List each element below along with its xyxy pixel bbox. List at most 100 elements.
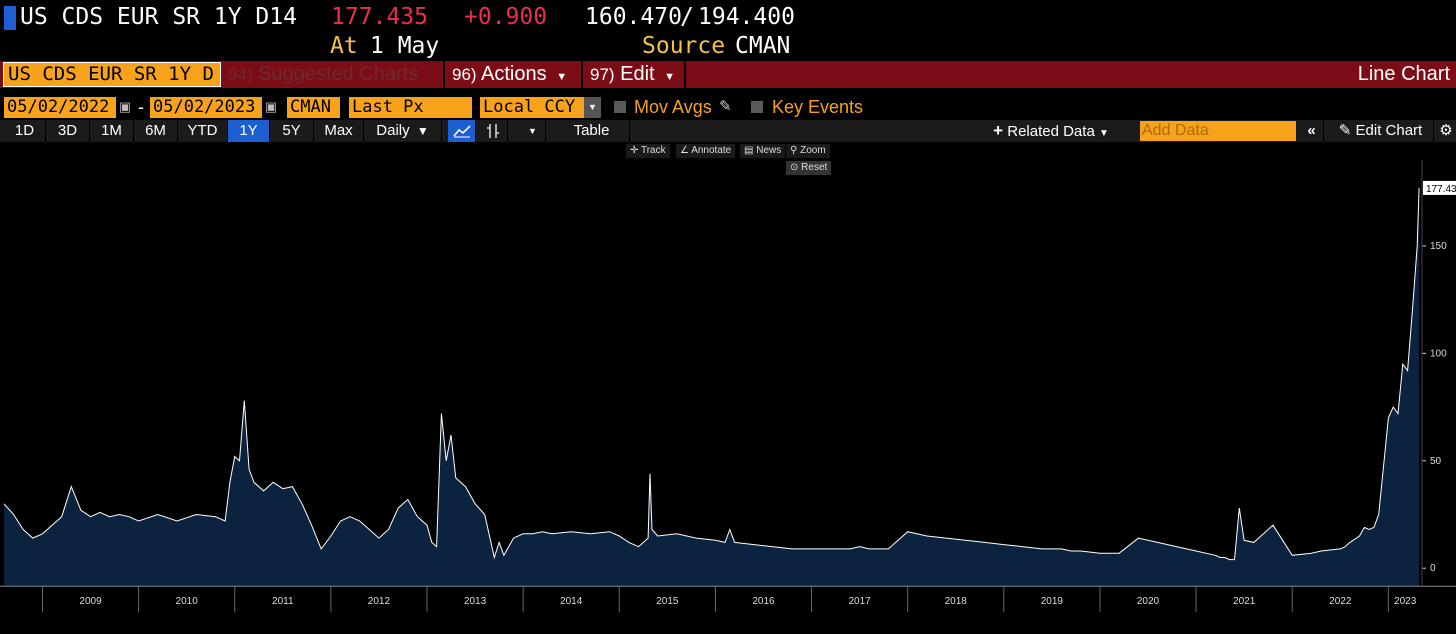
x-tick-label: 2012 <box>368 596 391 607</box>
actions-number: 96) <box>452 65 477 84</box>
price-field-select[interactable]: Last Px <box>349 97 472 118</box>
period-button-6m[interactable]: 6M <box>134 120 178 142</box>
y-tick-label: 50 <box>1430 456 1442 467</box>
line-chart-icon[interactable] <box>448 120 476 142</box>
x-axis: 2009 2010 2011 2012 2013 2014 2015 2016 2017 2018… <box>0 585 1456 613</box>
add-data-placeholder: Add Data <box>1142 122 1209 139</box>
period-toolbar: 1D 3D 1M 6M YTD 1Y 5Y Max Daily ▼ ▼ Tabl… <box>0 120 1456 142</box>
x-tick-label: 2010 <box>176 596 199 607</box>
source-value: CMAN <box>735 33 791 59</box>
period-button-max[interactable]: Max <box>314 120 364 142</box>
y-tick-label: 150 <box>1430 241 1447 252</box>
collapse-icon[interactable]: « <box>1300 120 1324 142</box>
related-data-label: Related Data <box>1007 123 1095 140</box>
x-tick-label: 2009 <box>79 596 102 607</box>
settings-toolbar: 05/02/2022 ▣ - 05/02/2023 ▣ CMAN Last Px… <box>0 94 1456 120</box>
track-button[interactable]: ✛ Track <box>626 144 670 158</box>
toolbar-divider <box>581 61 583 88</box>
date-dash: - <box>138 97 144 117</box>
annotate-pencil-icon: ∠ <box>680 145 692 156</box>
y-tick-label: 100 <box>1430 348 1447 359</box>
reset-icon: ⊙ <box>790 162 802 173</box>
x-tick-label: 2021 <box>1233 596 1256 607</box>
x-tick-label: 2018 <box>945 596 968 607</box>
source-field[interactable]: CMAN <box>287 97 340 118</box>
x-tick-label: 2013 <box>464 596 487 607</box>
toolbar-divider <box>443 61 445 88</box>
last-value-text: 177.435 <box>1426 184 1456 195</box>
period-button-3d[interactable]: 3D <box>46 120 90 142</box>
news-icon: ▤ <box>744 145 757 156</box>
add-data-input[interactable]: Add Data <box>1140 121 1296 141</box>
suggested-number: 94) <box>228 65 253 84</box>
news-button[interactable]: ▤ News <box>740 144 786 158</box>
edit-label: Edit <box>620 63 655 85</box>
table-button[interactable]: Table <box>554 120 630 142</box>
calendar-icon[interactable]: ▣ <box>264 99 278 114</box>
y-tick-label: 0 <box>1430 563 1436 574</box>
annotate-label: Annotate <box>691 145 732 156</box>
period-button-1d[interactable]: 1D <box>4 120 46 142</box>
range-high: 194.400 <box>698 4 795 30</box>
last-price: 177.435 <box>331 4 428 30</box>
x-tick-label: 2017 <box>848 596 871 607</box>
toolbar-divider <box>684 61 686 88</box>
frequency-label: Daily <box>376 122 410 139</box>
related-data-menu[interactable]: + Related Data ▼ <box>978 120 1124 142</box>
plus-icon: + <box>993 121 1004 140</box>
ticker-input[interactable]: US CDS EUR SR 1Y D <box>3 62 221 87</box>
caret-down-icon: ▼ <box>556 71 568 83</box>
reset-label: Reset <box>801 162 828 173</box>
chart-type-label[interactable]: Line Chart <box>1357 63 1450 85</box>
currency-select[interactable]: Local CCY <box>480 97 584 118</box>
period-button-5y[interactable]: 5Y <box>270 120 314 142</box>
pencil-icon: ✎ <box>1338 122 1352 139</box>
x-tick-label: 2023 <box>1394 596 1417 607</box>
x-tick-label: 2011 <box>272 596 294 607</box>
gear-icon[interactable]: ⚙ <box>1436 120 1456 142</box>
actions-menu[interactable]: 96) Actions ▼ <box>452 61 567 88</box>
crosshair-icon: ✛ <box>630 145 641 156</box>
currency-dropdown-button[interactable]: ▼ <box>584 97 601 118</box>
annotate-button[interactable]: ∠ Annotate <box>676 144 736 158</box>
key-events-checkbox[interactable] <box>751 101 763 113</box>
track-label: Track <box>640 145 666 156</box>
edit-number: 97) <box>590 65 615 84</box>
calendar-icon[interactable]: ▣ <box>118 99 132 114</box>
x-tick-label: 2016 <box>752 596 775 607</box>
period-button-ytd[interactable]: YTD <box>178 120 228 142</box>
x-tick-label: 2015 <box>656 596 679 607</box>
edit-menu[interactable]: 97) Edit ▼ <box>590 61 675 88</box>
at-date: 1 May <box>370 33 440 59</box>
x-tick-label: 2014 <box>560 596 583 607</box>
candlestick-icon[interactable] <box>478 120 508 142</box>
period-button-1y[interactable]: 1Y <box>228 120 270 142</box>
edit-chart-button[interactable]: ✎ Edit Chart <box>1328 120 1434 142</box>
mov-avgs-checkbox[interactable] <box>614 101 626 113</box>
start-date-field[interactable]: 05/02/2022 <box>4 97 116 118</box>
pencil-icon[interactable]: ✎ <box>719 98 732 115</box>
suggested-label: Suggested Charts <box>258 63 419 85</box>
end-date-field[interactable]: 05/02/2023 <box>150 97 262 118</box>
x-tick-label: 2019 <box>1041 596 1064 607</box>
frequency-select[interactable]: Daily ▼ <box>364 120 442 142</box>
price-change: +0.900 <box>464 4 548 30</box>
price-line <box>3 187 1420 561</box>
range-low: 160.470 <box>585 4 682 30</box>
reset-button[interactable]: ⊙ Reset <box>786 161 832 175</box>
caret-down-icon: ▼ <box>1098 128 1109 139</box>
magnifier-icon: ⚲ <box>790 145 801 156</box>
x-tick-label: 2020 <box>1137 596 1160 607</box>
caret-down-icon: ▼ <box>664 71 676 83</box>
zoom-button[interactable]: ⚲ Zoom <box>786 144 830 158</box>
chart-style-dropdown[interactable]: ▼ <box>520 120 546 142</box>
mov-avgs-label[interactable]: Mov Avgs <box>634 97 712 117</box>
news-label: News <box>756 145 782 156</box>
period-button-1m[interactable]: 1M <box>90 120 134 142</box>
suggested-charts-button[interactable]: 94) Suggested Charts <box>228 61 418 88</box>
zoom-label: Zoom <box>800 145 826 156</box>
price-area <box>4 187 1420 587</box>
key-events-label[interactable]: Key Events <box>772 97 864 117</box>
source-label: Source <box>642 33 726 59</box>
